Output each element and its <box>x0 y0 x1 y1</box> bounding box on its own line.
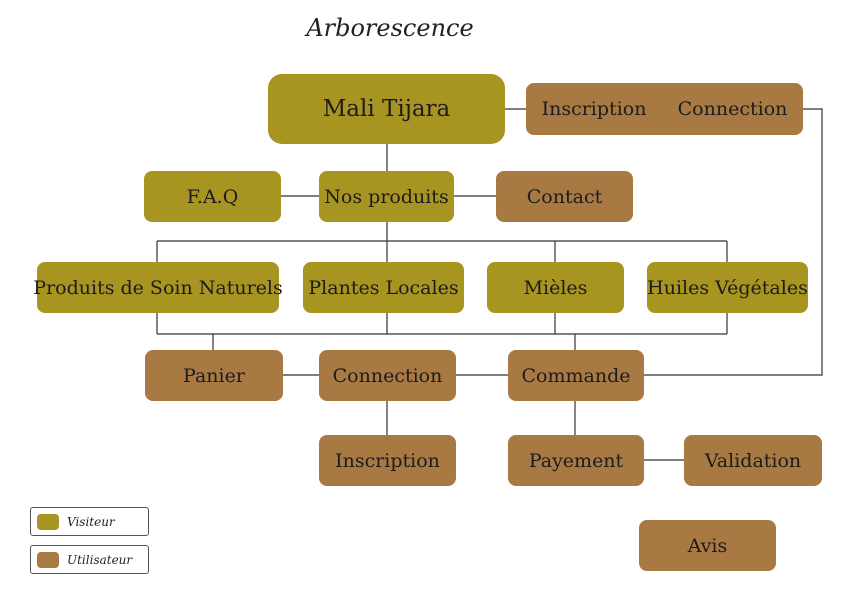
node-label: Mièles <box>523 276 588 299</box>
legend-utilisateur: Utilisateur <box>30 545 149 574</box>
node-label-inscription: Inscription <box>541 98 647 120</box>
node-label: Mali Tijara <box>322 96 451 122</box>
node-mali-tijara[interactable]: Mali Tijara <box>268 74 505 144</box>
node-inscription[interactable]: Inscription <box>319 435 456 486</box>
node-label: Panier <box>183 364 245 387</box>
node-produits-soin[interactable]: Produits de Soin Naturels <box>33 262 283 313</box>
connector-auth-commande <box>644 108 823 376</box>
node-label: Contact <box>526 185 603 208</box>
legend-label: Utilisateur <box>67 552 133 567</box>
node-panier[interactable]: Panier <box>145 350 283 401</box>
node-label: Connection <box>332 364 443 387</box>
node-label: Validation <box>704 449 802 472</box>
node-contact[interactable]: Contact <box>496 171 633 222</box>
node-label: Produits de Soin Naturels <box>33 276 283 299</box>
node-inscription-connection[interactable]: Inscription Connection <box>526 83 803 135</box>
node-mieles[interactable]: Mièles <box>487 262 624 313</box>
legend-swatch-utilisateur <box>37 551 59 568</box>
node-label: Nos produits <box>324 185 449 208</box>
node-nos-produits[interactable]: Nos produits <box>319 171 454 222</box>
node-plantes-locales[interactable]: Plantes Locales <box>303 262 464 313</box>
node-label: Payement <box>528 449 624 472</box>
node-label: Avis <box>687 534 728 557</box>
node-validation[interactable]: Validation <box>684 435 822 486</box>
node-label: Commande <box>521 364 631 387</box>
legend-visiteur: Visiteur <box>30 507 149 536</box>
legend-swatch-visiteur <box>37 513 59 530</box>
node-label: Inscription <box>335 449 440 472</box>
node-faq[interactable]: F.A.Q <box>144 171 281 222</box>
node-payement[interactable]: Payement <box>508 435 644 486</box>
node-avis[interactable]: Avis <box>639 520 776 571</box>
node-commande[interactable]: Commande <box>508 350 644 401</box>
diagram-title: Arborescence <box>306 14 474 42</box>
legend-label: Visiteur <box>67 514 115 529</box>
node-label: Plantes Locales <box>308 276 459 299</box>
node-huiles-vegetales[interactable]: Huiles Végétales <box>647 262 808 313</box>
node-label: Huiles Végétales <box>647 276 808 299</box>
node-label-connection: Connection <box>677 98 788 120</box>
node-label: F.A.Q <box>186 185 239 208</box>
node-connection[interactable]: Connection <box>319 350 456 401</box>
